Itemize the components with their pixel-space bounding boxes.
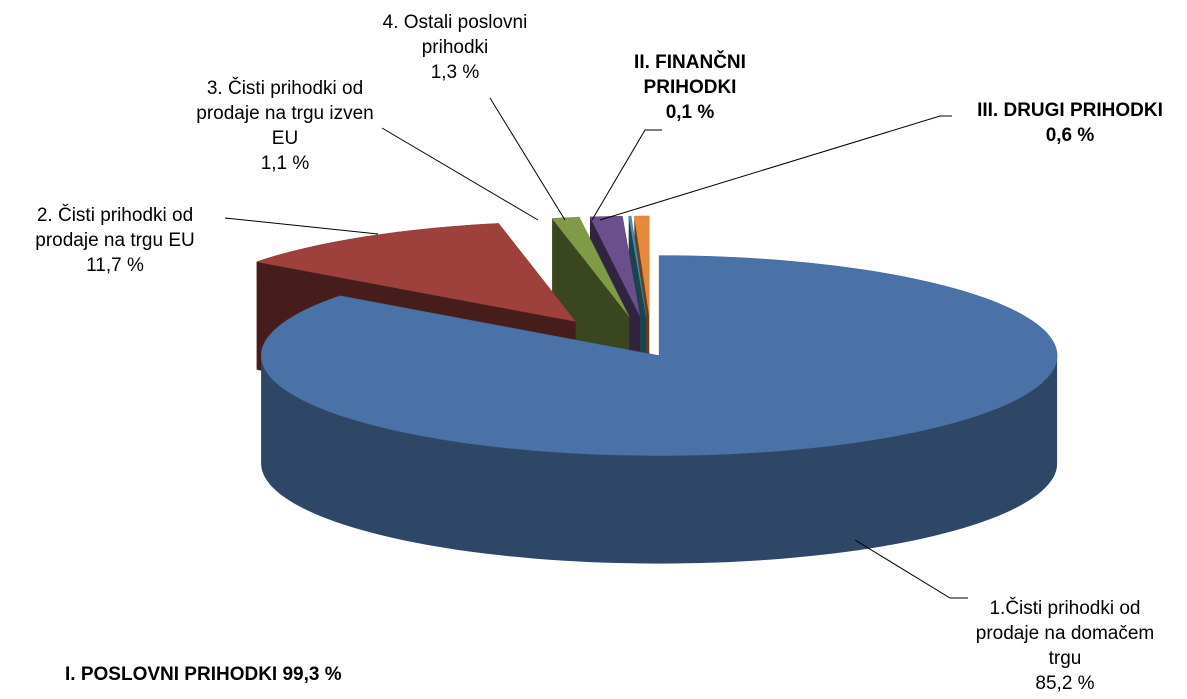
data-label: II. FINANČNI PRIHODKI 0,1 %	[605, 50, 775, 125]
slice	[589, 215, 641, 317]
value-label: 85,2 %	[1035, 673, 1095, 694]
slice	[634, 215, 650, 317]
slice	[551, 216, 630, 317]
value-label: 1,3 %	[430, 62, 480, 83]
data-label: 3. Čisti prihodki od prodaje na trgu izv…	[185, 76, 385, 176]
value-label: 0,1 %	[665, 102, 715, 123]
category-label: 4. Ostali poslovni prihodki	[382, 12, 528, 58]
slice	[260, 255, 1058, 456]
leader-line	[224, 217, 379, 235]
category-label: 1.Čisti prihodki od prodaje na domačem t…	[975, 598, 1155, 669]
leader-line	[381, 127, 539, 221]
data-label: 2. Čisti prihodki od prodaje na trgu EU 1…	[5, 203, 225, 278]
data-label: III. DRUGI PRIHODKI 0,6 %	[940, 98, 1187, 148]
leader-line	[599, 115, 952, 221]
category-label: 2. Čisti prihodki od prodaje na trgu EU	[35, 205, 195, 251]
data-label: 1.Čisti prihodki od prodaje na domačem t…	[975, 596, 1155, 696]
leader-line	[591, 129, 662, 221]
value-label: 0,6 %	[1045, 125, 1095, 146]
slice-wall	[261, 355, 1058, 564]
leader-line	[489, 97, 566, 221]
category-label: III. DRUGI PRIHODKI	[977, 100, 1163, 121]
leader-line	[854, 539, 968, 599]
category-label: 3. Čisti prihodki od prodaje na trgu izv…	[196, 78, 374, 149]
slice	[255, 223, 577, 322]
category-label: II. FINANČNI PRIHODKI	[634, 52, 746, 98]
value-label: 1,1 %	[260, 153, 310, 174]
annotation: I. POSLOVNI PRIHODKI 99,3 %	[65, 664, 342, 685]
value-label: 11,7 %	[86, 255, 144, 276]
slice	[628, 215, 647, 317]
data-label: 4. Ostali poslovni prihodki 1,3 %	[368, 10, 543, 85]
